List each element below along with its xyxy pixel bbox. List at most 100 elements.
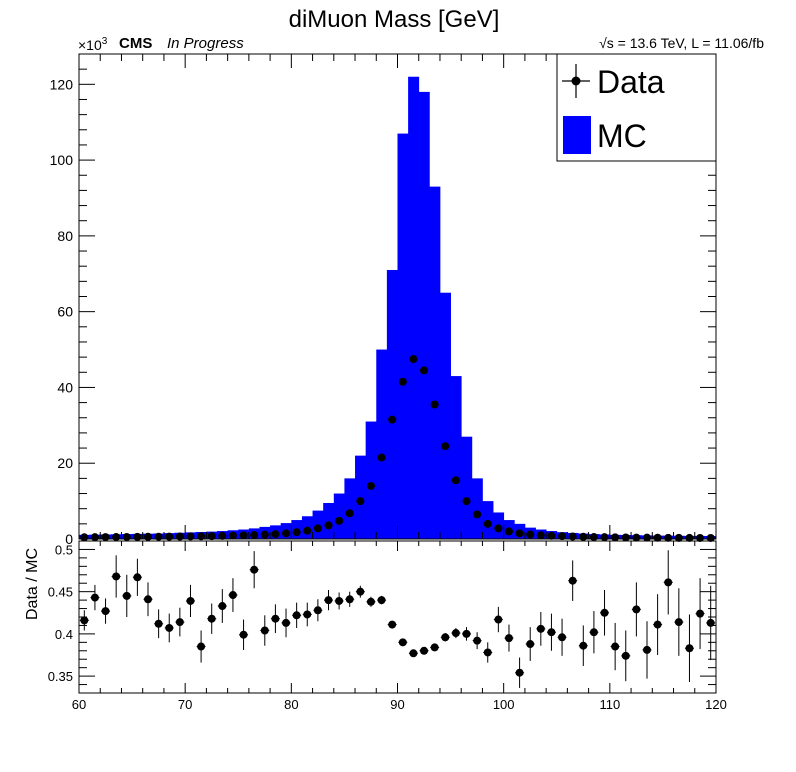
ratio-point: [494, 615, 503, 624]
ratio-plot-frame: [78, 540, 717, 694]
ratio-point: [568, 576, 577, 585]
ratio-point: [282, 618, 291, 627]
mc-bar: [344, 478, 356, 539]
main-y-tick-label: 40: [57, 379, 73, 395]
data-point: [260, 530, 269, 539]
lumi-label: √s = 13.6 TeV, L = 11.06/fb: [599, 35, 764, 51]
ratio-point: [409, 649, 418, 658]
ratio-point: [335, 596, 344, 605]
ratio-x-tick-label: 90: [390, 697, 404, 712]
ratio-point: [483, 648, 492, 657]
legend-data-marker: [571, 76, 581, 86]
ratio-x-tick-label: 120: [705, 697, 727, 712]
main-y-tick-label: 80: [57, 228, 73, 244]
ratio-point: [632, 605, 641, 614]
ratio-point: [642, 645, 651, 654]
main-y-tick-label: 120: [50, 76, 74, 92]
main-y-tick-label: 60: [57, 304, 73, 320]
ratio-point: [611, 642, 620, 651]
data-point: [303, 526, 312, 535]
ratio-axis-ticks: [78, 540, 717, 693]
ratio-point: [462, 629, 471, 638]
data-point: [101, 533, 110, 542]
ratio-point: [653, 620, 662, 629]
ratio-point: [674, 618, 683, 627]
ratio-point: [356, 587, 365, 596]
ratio-point: [303, 610, 312, 619]
data-point: [144, 532, 153, 541]
data-point: [600, 533, 609, 542]
data-point: [515, 529, 524, 538]
ratio-point: [589, 628, 598, 637]
ratio-point: [430, 643, 439, 652]
ratio-point: [80, 616, 89, 625]
ratio-point: [250, 565, 259, 574]
main-y-tick-label: 100: [50, 152, 74, 168]
ratio-points: [79, 550, 716, 688]
data-point: [420, 366, 429, 375]
data-points: [80, 355, 715, 542]
ratio-y-tick-labels: 0.35 0.4 0.45 0.5: [48, 542, 73, 684]
ratio-point: [239, 630, 248, 639]
data-point: [621, 533, 630, 542]
data-point: [313, 524, 322, 533]
ratio-point: [112, 572, 121, 581]
ratio-y-tick-label: 0.45: [48, 585, 73, 600]
ratio-y-axis-label: Data / MC: [24, 548, 41, 620]
mc-bar: [376, 349, 388, 539]
ratio-point: [90, 593, 99, 602]
data-point: [228, 531, 237, 540]
data-point: [430, 400, 439, 409]
main-y-tick-label: 0: [65, 531, 73, 547]
data-point: [642, 533, 651, 542]
data-point: [398, 377, 407, 386]
data-point: [547, 531, 556, 540]
ratio-point: [420, 646, 429, 655]
ratio-point: [664, 578, 673, 587]
data-point: [653, 533, 662, 542]
data-point: [122, 532, 131, 541]
data-point: [536, 531, 545, 540]
ratio-point: [388, 620, 397, 629]
data-point: [197, 532, 206, 541]
data-point: [611, 533, 620, 542]
ratio-point: [515, 668, 524, 677]
data-point: [207, 532, 216, 541]
y-multiplier: ×103: [78, 36, 108, 53]
ratio-plot: 0.35 0.4 0.45 0.5 60 70 80 90 100 110 120 Data / …: [24, 540, 727, 712]
mc-bar: [386, 269, 398, 539]
mc-bar: [408, 76, 420, 539]
data-point: [558, 532, 567, 541]
ratio-point: [324, 596, 333, 605]
mc-bar: [365, 421, 377, 539]
ratio-point: [558, 633, 567, 642]
data-point: [218, 531, 227, 540]
ratio-point: [536, 624, 545, 633]
ratio-x-tick-label: 60: [72, 697, 86, 712]
mc-bar: [418, 91, 430, 539]
ratio-point: [133, 573, 142, 582]
data-point: [441, 442, 450, 451]
legend-mc-label: MC: [597, 118, 647, 154]
ratio-point: [398, 638, 407, 647]
ratio-point: [621, 651, 630, 660]
data-point: [483, 519, 492, 528]
data-point: [250, 531, 259, 540]
mc-bar: [471, 478, 483, 539]
data-point: [366, 481, 375, 490]
ratio-point: [600, 608, 609, 617]
data-point: [473, 510, 482, 519]
main-y-tick-labels: 0 20 40 60 80 100 120: [50, 76, 74, 547]
ratio-point: [526, 640, 535, 649]
ratio-point: [197, 642, 206, 651]
ratio-point: [706, 618, 715, 627]
ratio-point: [451, 629, 460, 638]
data-point: [90, 533, 99, 542]
data-point: [377, 453, 386, 462]
ratio-point: [154, 619, 163, 628]
data-point: [504, 527, 513, 536]
ratio-point: [345, 595, 354, 604]
ratio-point: [122, 591, 131, 600]
ratio-point: [165, 623, 174, 632]
